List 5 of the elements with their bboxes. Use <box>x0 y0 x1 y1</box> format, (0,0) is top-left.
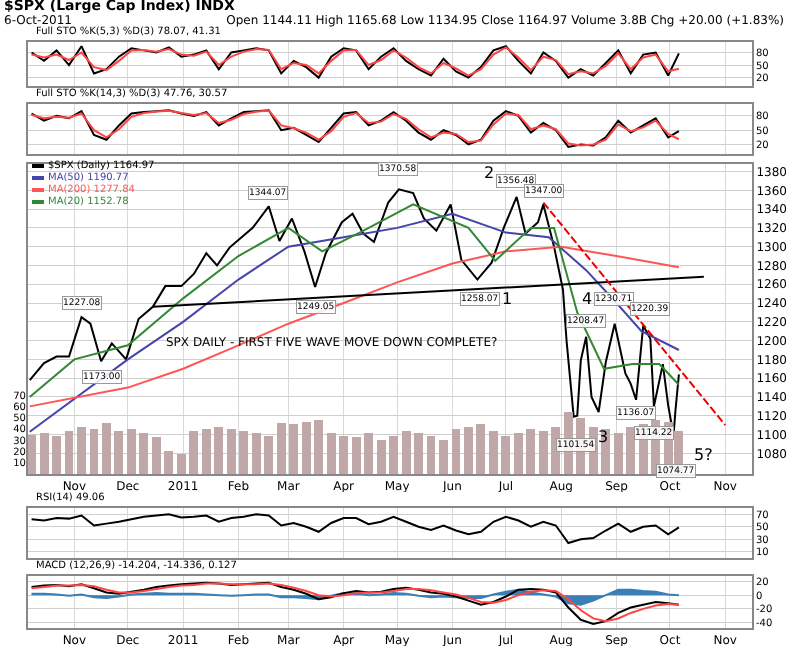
annotation: 3 <box>598 428 609 446</box>
annotation: 2 <box>484 164 495 182</box>
annotation: 5? <box>694 446 713 464</box>
annotation: 1 <box>502 290 513 308</box>
annotation: 4 <box>582 290 593 308</box>
